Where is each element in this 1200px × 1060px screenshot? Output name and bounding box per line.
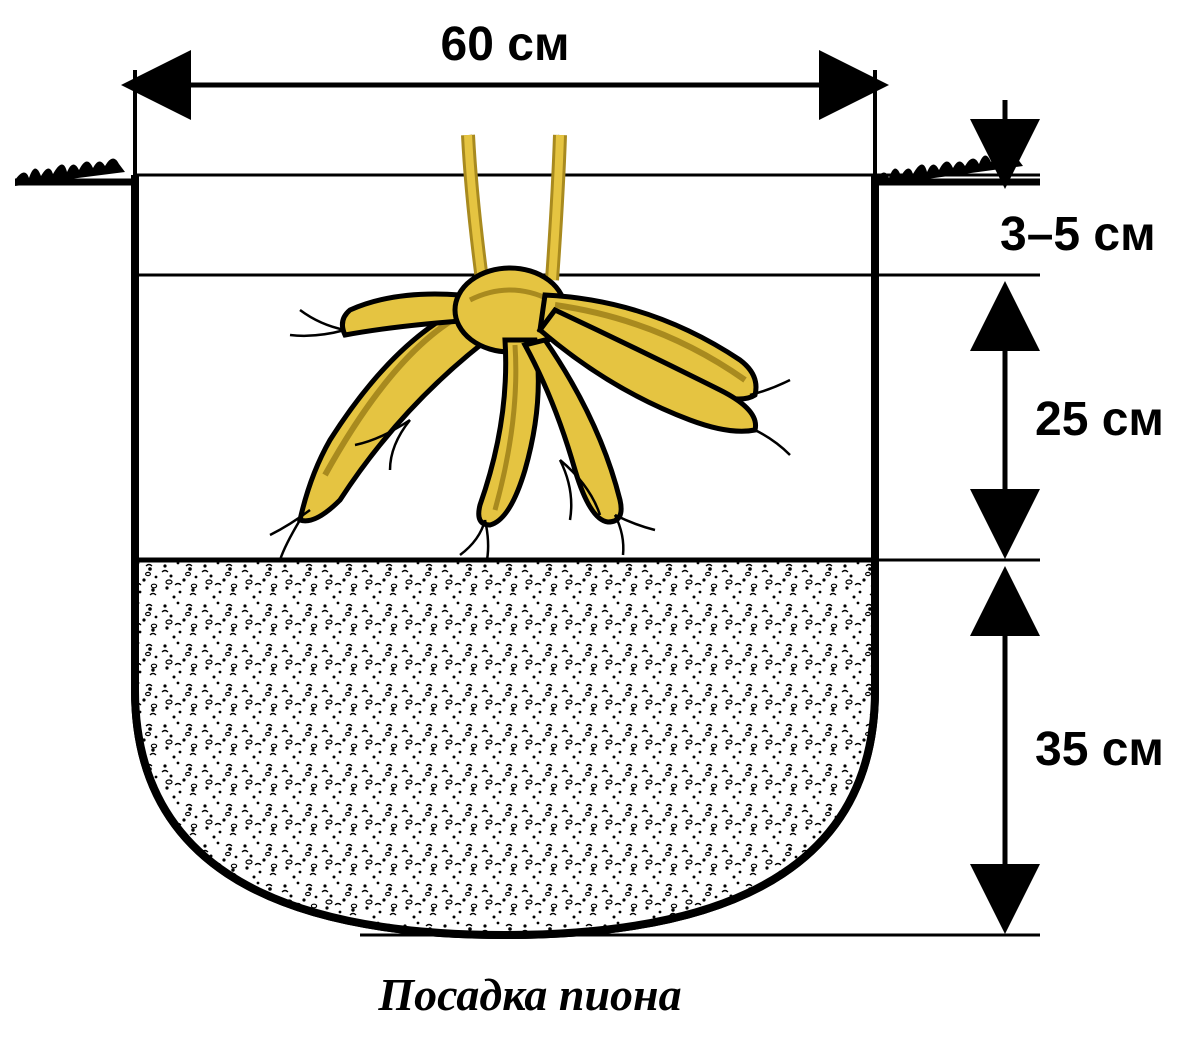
depth-dimensions: 3–5 см 25 см 35 см	[1000, 100, 1164, 920]
layer1-label: 3–5 см	[1000, 208, 1156, 261]
width-dimension: 60 см	[135, 18, 875, 175]
ground-left	[15, 158, 135, 186]
diagram-caption: Посадка пиона	[377, 969, 681, 1020]
layer3-label: 35 см	[1035, 723, 1164, 776]
ground-right	[875, 151, 1040, 186]
width-label: 60 см	[441, 18, 570, 71]
peony-root	[270, 135, 790, 560]
drainage-layer	[130, 560, 890, 950]
layer2-label: 25 см	[1035, 393, 1164, 446]
